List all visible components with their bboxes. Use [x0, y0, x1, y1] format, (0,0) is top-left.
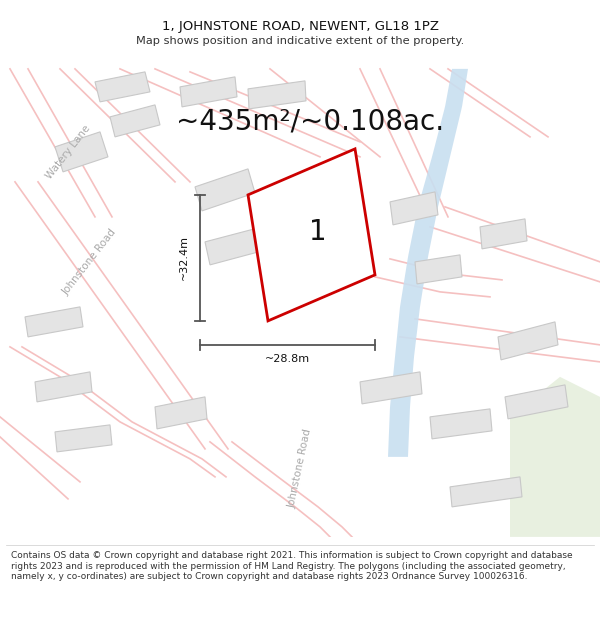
Polygon shape [360, 372, 422, 404]
Text: Johnstone Road: Johnstone Road [61, 227, 119, 297]
Polygon shape [95, 72, 150, 102]
Text: Map shows position and indicative extent of the property.: Map shows position and indicative extent… [136, 36, 464, 46]
Polygon shape [450, 477, 522, 507]
Text: Contains OS data © Crown copyright and database right 2021. This information is : Contains OS data © Crown copyright and d… [11, 551, 572, 581]
Polygon shape [55, 425, 112, 452]
Polygon shape [248, 149, 375, 321]
Polygon shape [430, 409, 492, 439]
Polygon shape [180, 77, 237, 107]
Polygon shape [415, 255, 462, 284]
Polygon shape [390, 192, 438, 225]
Text: ~32.4m: ~32.4m [179, 236, 189, 281]
Polygon shape [35, 372, 92, 402]
Text: Johnstone Road: Johnstone Road [287, 428, 313, 509]
Polygon shape [248, 81, 306, 109]
Polygon shape [498, 322, 558, 360]
Polygon shape [195, 169, 255, 211]
Polygon shape [55, 132, 108, 172]
Polygon shape [155, 397, 207, 429]
Text: 1: 1 [309, 218, 327, 246]
Polygon shape [510, 377, 600, 537]
Polygon shape [505, 385, 568, 419]
Polygon shape [205, 227, 266, 265]
Text: 1, JOHNSTONE ROAD, NEWENT, GL18 1PZ: 1, JOHNSTONE ROAD, NEWENT, GL18 1PZ [161, 21, 439, 33]
Text: ~28.8m: ~28.8m [265, 354, 310, 364]
Text: Watery Lane: Watery Lane [44, 123, 92, 181]
Text: ~435m²/~0.108ac.: ~435m²/~0.108ac. [176, 108, 444, 136]
Polygon shape [110, 105, 160, 137]
Polygon shape [25, 307, 83, 337]
Polygon shape [480, 219, 527, 249]
Polygon shape [388, 69, 468, 457]
